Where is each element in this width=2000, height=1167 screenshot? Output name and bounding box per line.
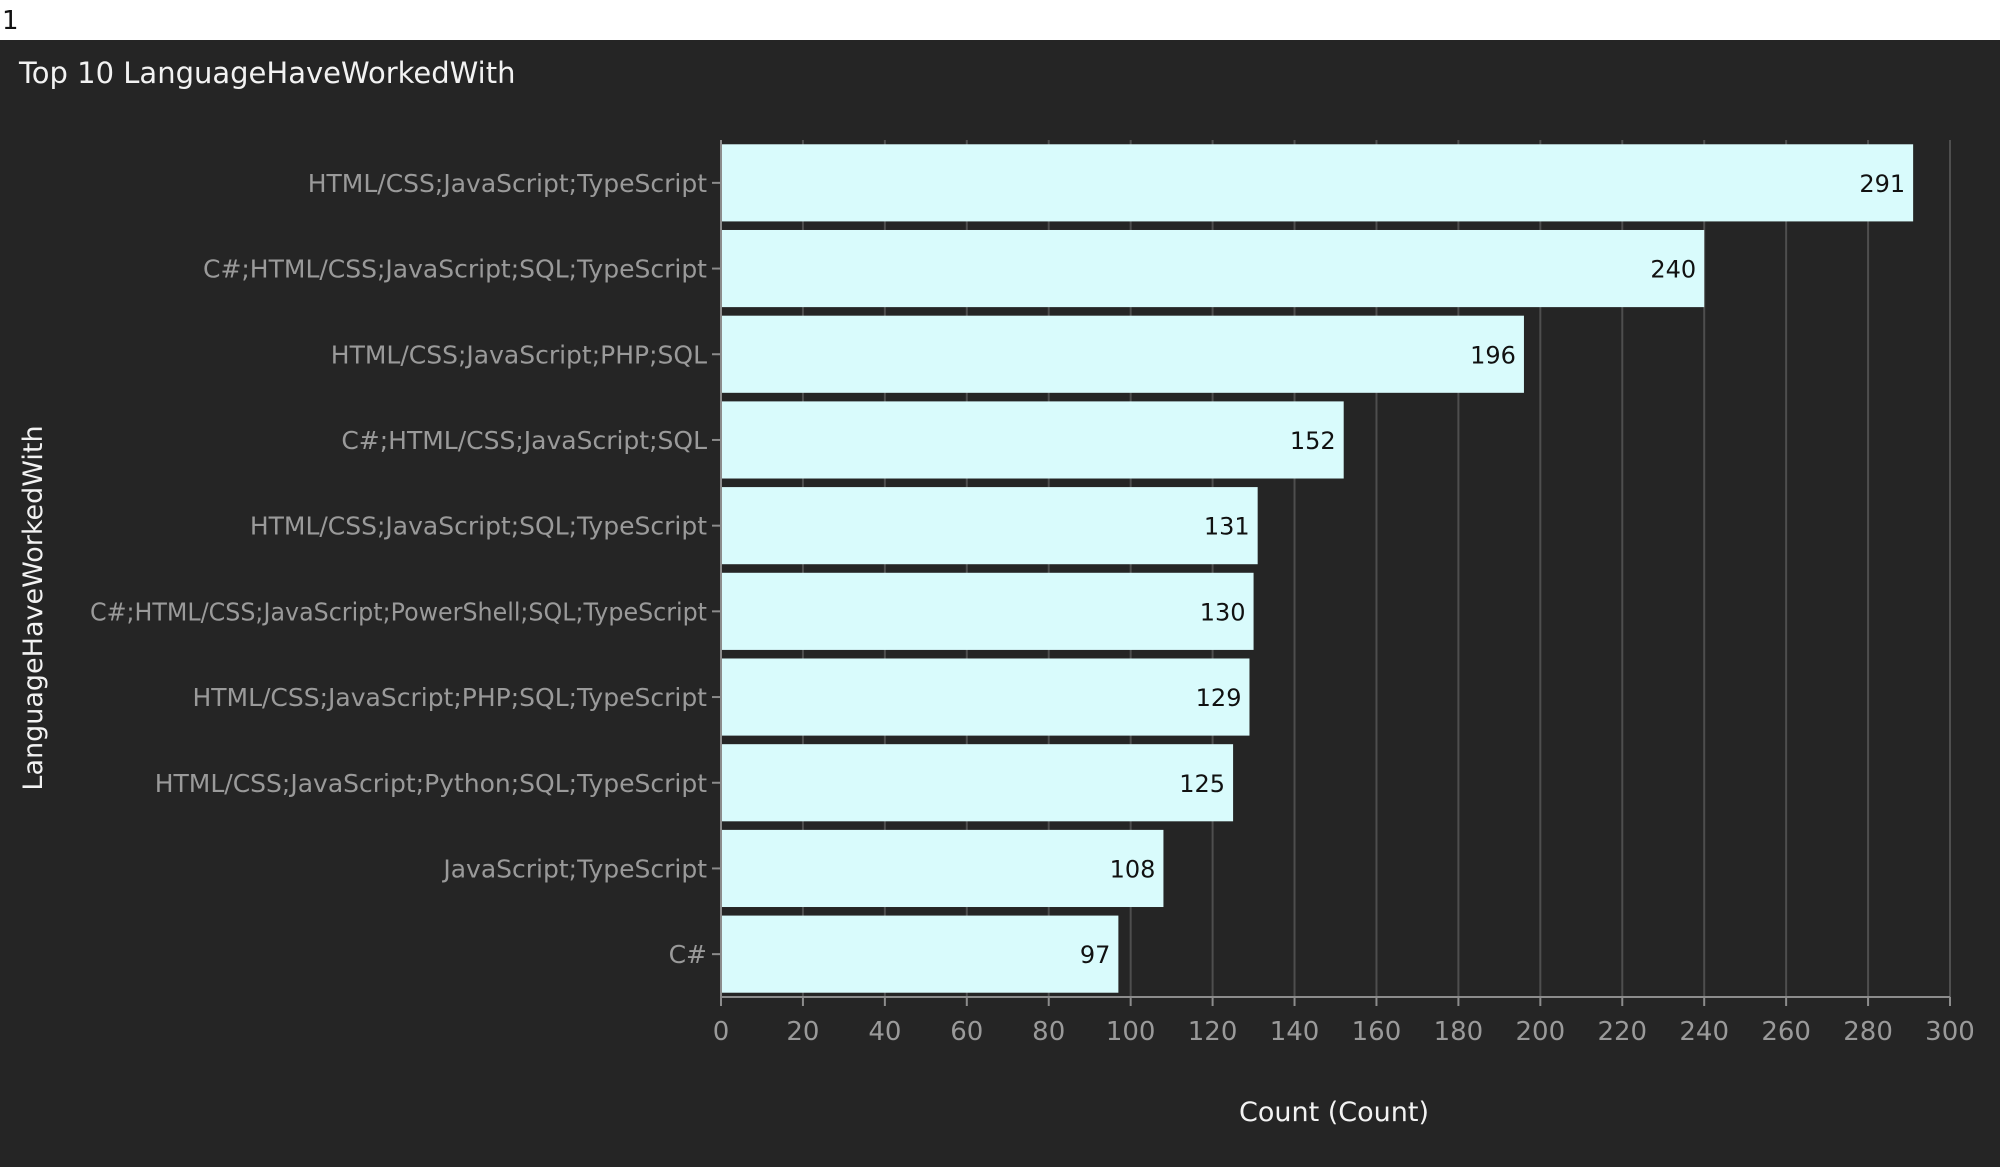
data-label: 152 <box>1290 427 1336 455</box>
bar <box>721 658 1250 736</box>
y-tick-label: C#;HTML/CSS;JavaScript;SQL;TypeScript <box>203 255 707 284</box>
x-tick-label: 200 <box>1516 1017 1566 1047</box>
y-tick-label: C#;HTML/CSS;JavaScript;SQL <box>341 426 707 455</box>
bar <box>721 829 1164 908</box>
data-label: 108 <box>1110 855 1156 883</box>
x-tick-label: 20 <box>786 1017 819 1047</box>
x-tick-label: 220 <box>1597 1017 1647 1047</box>
data-label: 97 <box>1080 941 1111 969</box>
bar <box>721 315 1524 393</box>
bars: 291 240 196 152 131 130 129 125 108 97 <box>721 144 1914 993</box>
y-tick-label: C#;HTML/CSS;JavaScript;PowerShell;SQL;Ty… <box>90 597 707 626</box>
data-label: 125 <box>1179 770 1225 798</box>
x-tick-label: 240 <box>1679 1017 1729 1047</box>
bar <box>721 144 1914 222</box>
x-tick-label: 280 <box>1843 1017 1893 1047</box>
data-label: 291 <box>1859 170 1905 198</box>
x-tick-label: 60 <box>950 1017 983 1047</box>
page-number: 1 <box>2 6 19 36</box>
bar <box>721 487 1258 565</box>
x-tick-label: 0 <box>713 1017 730 1047</box>
x-tick-label: 140 <box>1270 1017 1320 1047</box>
x-tick-label: 120 <box>1188 1017 1238 1047</box>
y-axis-title: LanguageHaveWorkedWith <box>18 425 49 790</box>
bar <box>721 915 1119 993</box>
y-tick-label: HTML/CSS;JavaScript;Python;SQL;TypeScrip… <box>155 769 707 798</box>
y-tick-label: HTML/CSS;JavaScript;TypeScript <box>308 169 707 198</box>
data-label: 131 <box>1204 513 1250 541</box>
bar-chart: 291 240 196 152 131 130 129 125 108 97 0 20 40 60 80 1… <box>18 140 1975 1128</box>
chart-title: Top 10 LanguageHaveWorkedWith <box>19 56 516 90</box>
y-tick-label: HTML/CSS;JavaScript;PHP;SQL <box>331 340 707 369</box>
x-tick-label: 160 <box>1352 1017 1402 1047</box>
x-tick-label: 180 <box>1434 1017 1484 1047</box>
data-label: 129 <box>1196 684 1242 712</box>
x-tick-label: 300 <box>1925 1017 1975 1047</box>
data-label: 240 <box>1650 256 1696 284</box>
page-header: 1 <box>0 0 2000 40</box>
data-label: 130 <box>1200 598 1246 626</box>
data-label: 196 <box>1470 341 1516 369</box>
y-tick-label: JavaScript;TypeScript <box>441 854 707 883</box>
axes: 0 20 40 60 80 100 120 140 160 180 200 220 240 260 280 3… <box>90 140 1975 1047</box>
x-tick-label: 260 <box>1761 1017 1811 1047</box>
bar <box>721 744 1234 822</box>
bar <box>721 401 1344 479</box>
y-tick-label: HTML/CSS;JavaScript;SQL;TypeScript <box>250 512 707 541</box>
x-tick-label: 80 <box>1032 1017 1065 1047</box>
y-tick-label: HTML/CSS;JavaScript;PHP;SQL;TypeScript <box>192 683 707 712</box>
chart-panel: Top 10 LanguageHaveWorkedWith 291 240 196 1… <box>0 40 2000 1167</box>
x-tick-label: 40 <box>868 1017 901 1047</box>
bar <box>721 572 1254 650</box>
x-tick-label: 100 <box>1106 1017 1156 1047</box>
bar <box>721 229 1705 308</box>
x-axis-title: Count (Count) <box>1239 1097 1429 1128</box>
y-tick-label: C# <box>669 940 707 969</box>
